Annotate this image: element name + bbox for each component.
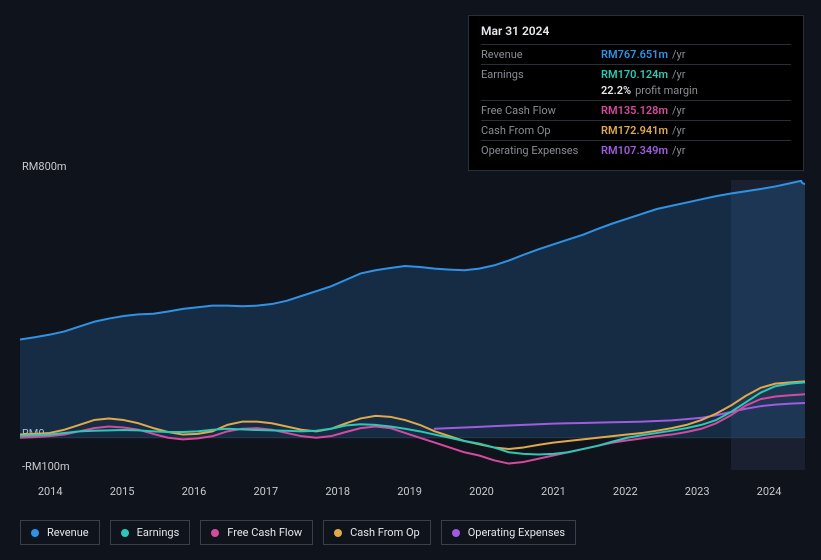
tooltip-unit: /yr	[672, 124, 685, 137]
x-axis-label: 2020	[469, 485, 494, 498]
tooltip-label: Earnings	[481, 68, 601, 81]
tooltip-label: Free Cash Flow	[481, 104, 601, 117]
tooltip-value: RM170.124m	[601, 68, 668, 81]
x-axis-label: 2016	[182, 485, 207, 498]
x-axis-label: 2014	[38, 485, 63, 498]
tooltip-row: Cash From OpRM172.941m/yr	[481, 120, 791, 140]
legend-item[interactable]: Operating Expenses	[441, 520, 576, 545]
x-axis-label: 2024	[757, 485, 782, 498]
tooltip-unit: /yr	[672, 68, 685, 81]
tooltip-value: RM135.128m	[601, 104, 668, 117]
x-axis-label: 2015	[110, 485, 135, 498]
x-axis-label: 2023	[685, 485, 710, 498]
legend-label: Revenue	[47, 526, 89, 539]
tooltip-value: RM767.651m	[601, 48, 668, 61]
legend-label: Cash From Op	[350, 526, 420, 539]
tooltip-row: RevenueRM767.651m/yr	[481, 44, 791, 64]
legend-swatch	[121, 529, 129, 537]
legend-item[interactable]: Revenue	[20, 520, 100, 545]
legend-label: Free Cash Flow	[227, 526, 302, 539]
x-axis-label: 2017	[253, 485, 278, 498]
financials-chart	[20, 180, 805, 470]
tooltip-label: Operating Expenses	[481, 144, 601, 157]
legend-item[interactable]: Cash From Op	[323, 520, 431, 545]
legend-label: Operating Expenses	[468, 526, 565, 539]
tooltip-row: Operating ExpensesRM107.349m/yr	[481, 140, 791, 160]
legend-swatch	[211, 529, 219, 537]
x-axis-label: 2022	[613, 485, 638, 498]
y-axis-label: RM800m	[22, 160, 67, 173]
tooltip-unit: /yr	[672, 48, 685, 61]
tooltip-value: RM107.349m	[601, 144, 668, 157]
tooltip-profit-margin: 22.2%profit margin	[481, 84, 791, 100]
x-axis-label: 2019	[397, 485, 422, 498]
tooltip-date: Mar 31 2024	[481, 24, 791, 44]
chart-legend: Revenue Earnings Free Cash Flow Cash From O…	[20, 520, 576, 545]
tooltip-unit: /yr	[672, 144, 685, 157]
x-axis-label: 2021	[541, 485, 566, 498]
tooltip-value: RM172.941m	[601, 124, 668, 137]
tooltip-row: Free Cash FlowRM135.128m/yr	[481, 100, 791, 120]
legend-label: Earnings	[137, 526, 180, 539]
tooltip-unit: /yr	[672, 104, 685, 117]
tooltip-row: EarningsRM170.124m/yr	[481, 64, 791, 84]
legend-swatch	[452, 529, 460, 537]
tooltip-label: Cash From Op	[481, 124, 601, 137]
chart-tooltip: Mar 31 2024 RevenueRM767.651m/yrEarnings…	[468, 15, 804, 171]
tooltip-label: Revenue	[481, 48, 601, 61]
legend-item[interactable]: Earnings	[110, 520, 191, 545]
legend-swatch	[334, 529, 342, 537]
legend-item[interactable]: Free Cash Flow	[200, 520, 313, 545]
legend-swatch	[31, 529, 39, 537]
x-axis-label: 2018	[325, 485, 350, 498]
